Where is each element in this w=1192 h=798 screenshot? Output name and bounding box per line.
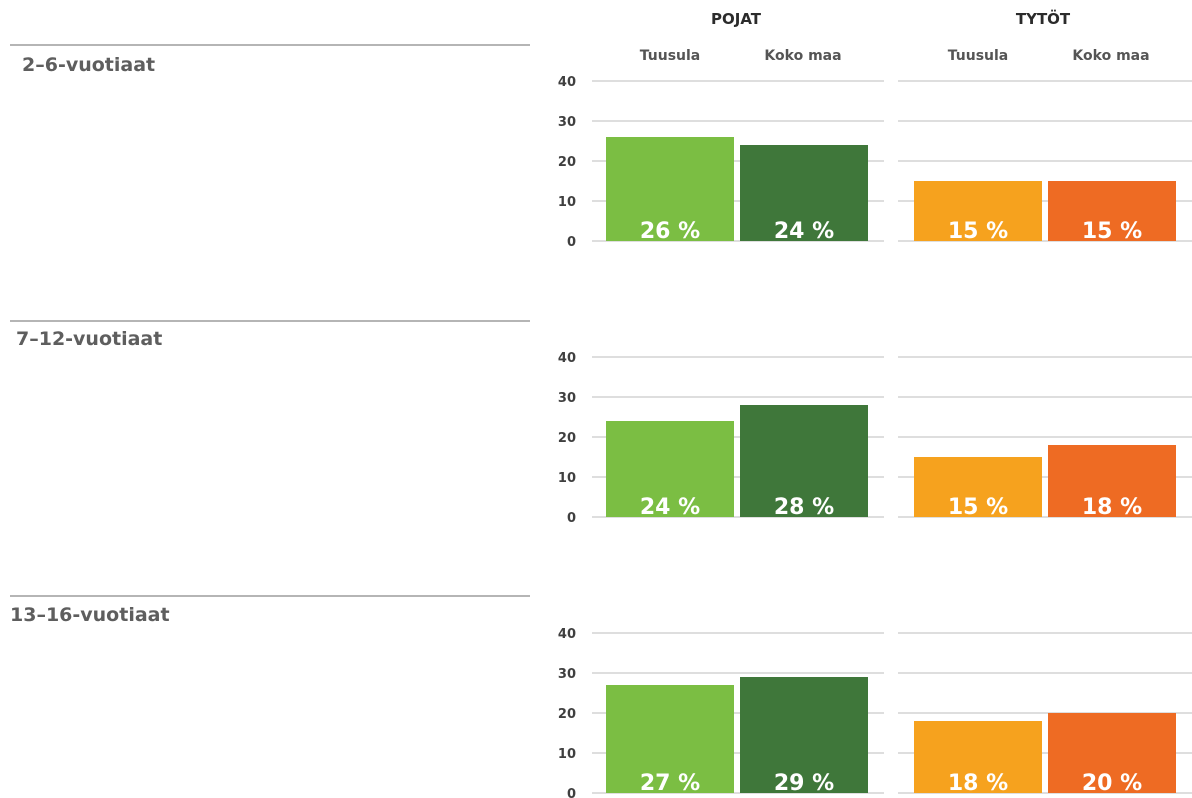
y-tick-label-panel2-30: 30 (558, 667, 576, 682)
bar-panel1-pojat-1 (740, 405, 868, 517)
bar-panel2-tytöt-1 (1048, 713, 1176, 793)
bar-panel0-tytöt-1 (1048, 181, 1176, 241)
column-header-tytot-tuusula: Tuusula (947, 48, 1009, 64)
y-tick-label-panel2-40: 40 (558, 627, 576, 642)
data-label-panel2-pojat-1: 29 % (774, 771, 834, 796)
section-divider-2-6 (10, 44, 530, 46)
y-tick-label-panel0-20: 20 (558, 155, 576, 170)
y-tick-label-panel2-20: 20 (558, 707, 576, 722)
column-header-tytot-koko-maa: Koko maa (1072, 48, 1150, 64)
section-title-7-12: 7–12-vuotiaat (16, 328, 163, 350)
bar-panel2-pojat-0 (606, 685, 734, 793)
bar-panel1-pojat-0 (606, 421, 734, 517)
y-tick-label-panel0-30: 30 (558, 115, 576, 130)
bar-panel1-tytöt-0 (914, 457, 1042, 517)
section-divider-13-16 (10, 595, 530, 597)
y-tick-label-panel1-40: 40 (558, 351, 576, 366)
y-tick-label-panel2-0: 0 (567, 787, 576, 798)
bar-panel2-tytöt-0 (914, 721, 1042, 793)
y-tick-label-panel1-30: 30 (558, 391, 576, 406)
y-tick-label-panel0-40: 40 (558, 75, 576, 90)
bar-panel0-pojat-0 (606, 137, 734, 241)
y-tick-label-panel2-10: 10 (558, 747, 576, 762)
column-header-pojat-tuusula: Tuusula (639, 48, 701, 64)
data-label-panel2-tytöt-0: 18 % (948, 771, 1008, 796)
bar-panel2-pojat-1 (740, 677, 868, 793)
data-label-panel0-pojat-1: 24 % (774, 219, 834, 244)
data-label-panel1-tytöt-1: 18 % (1082, 495, 1142, 520)
data-label-panel2-tytöt-1: 20 % (1082, 771, 1142, 796)
bar-panel0-pojat-1 (740, 145, 868, 241)
section-title-13-16: 13–16-vuotiaat (10, 604, 170, 626)
y-tick-label-panel1-10: 10 (558, 471, 576, 486)
group-header-tytot: TYTÖT (1015, 10, 1071, 28)
data-label-panel0-tytöt-0: 15 % (948, 219, 1008, 244)
bar-panel0-tytöt-0 (914, 181, 1042, 241)
data-label-panel1-tytöt-0: 15 % (948, 495, 1008, 520)
section-divider-7-12 (10, 320, 530, 322)
y-tick-label-panel1-20: 20 (558, 431, 576, 446)
y-tick-label-panel0-10: 10 (558, 195, 576, 210)
data-label-panel2-pojat-0: 27 % (640, 771, 700, 796)
section-title-2-6: 2–6-vuotiaat (22, 54, 156, 76)
y-tick-label-panel1-0: 0 (567, 511, 576, 526)
data-label-panel0-pojat-0: 26 % (640, 219, 700, 244)
group-header-pojat: POJAT (710, 10, 762, 28)
column-header-pojat-koko-maa: Koko maa (764, 48, 842, 64)
y-tick-label-panel0-0: 0 (567, 235, 576, 250)
data-label-panel0-tytöt-1: 15 % (1082, 219, 1142, 244)
data-label-panel1-pojat-1: 28 % (774, 495, 834, 520)
data-label-panel1-pojat-0: 24 % (640, 495, 700, 520)
bar-panel1-tytöt-1 (1048, 445, 1176, 517)
